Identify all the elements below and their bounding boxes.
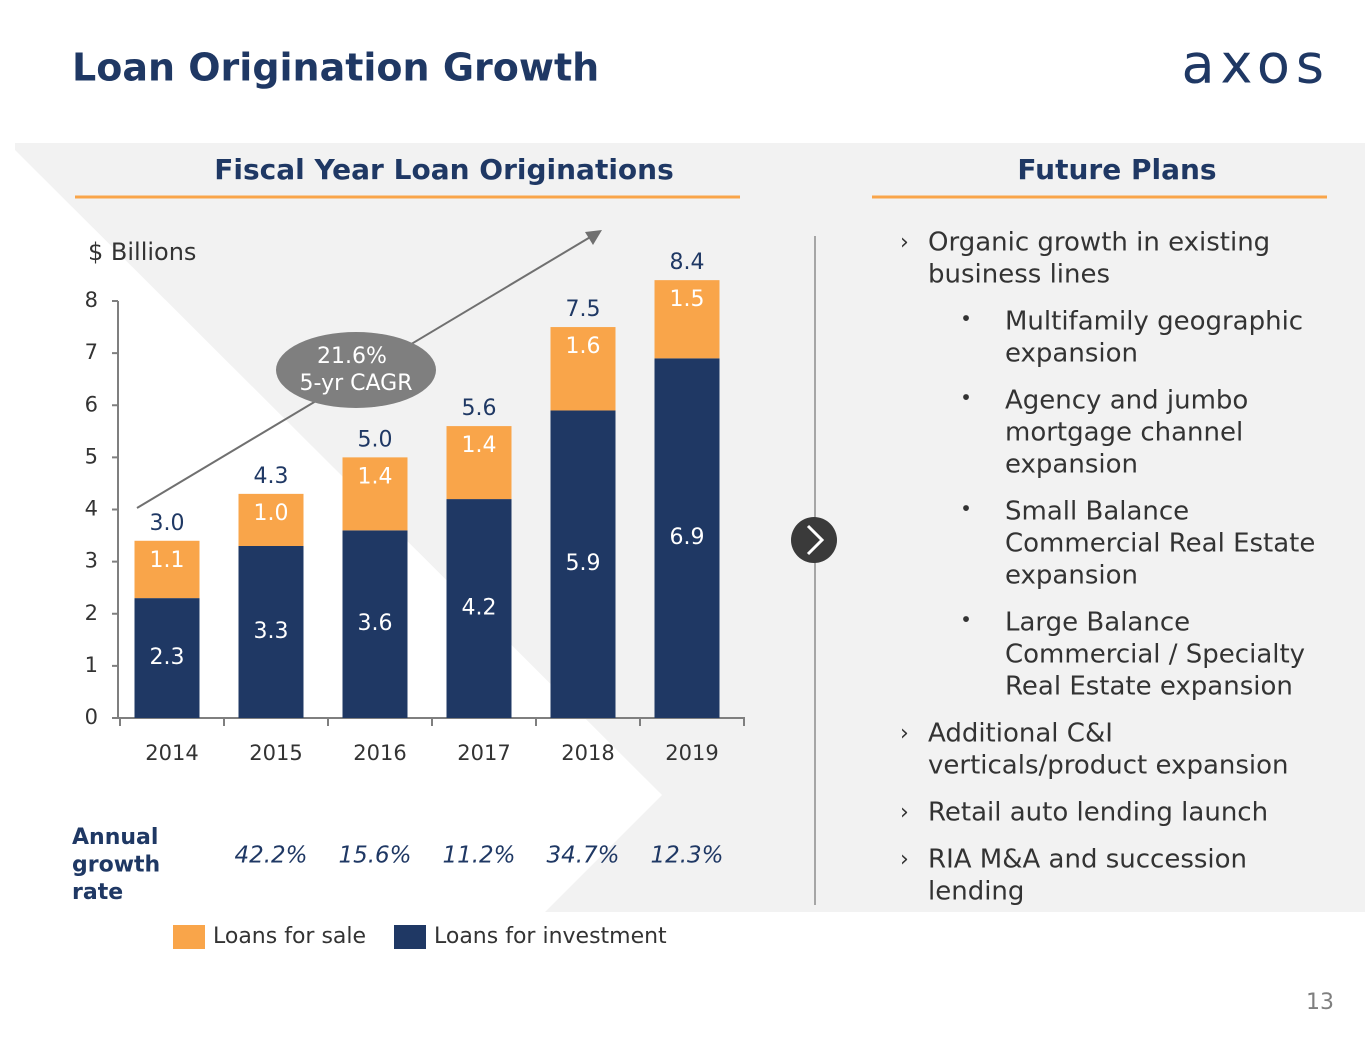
plan-subtext: Multifamily geographic: [1005, 307, 1303, 337]
x-tick-label: 2016: [353, 741, 406, 765]
logo: axos: [1181, 33, 1330, 96]
bar-segment: [550, 327, 616, 411]
plan-text: Additional C&I: [928, 719, 1113, 749]
data-label: 1.1: [150, 548, 185, 573]
bar-segment: [654, 358, 720, 718]
data-label: 2.3: [150, 645, 185, 670]
x-tick-label: 2017: [457, 741, 510, 765]
y-tick-label: 2: [85, 601, 98, 625]
legend-label: Loans for sale: [213, 924, 366, 949]
slide-title: Loan Origination Growth: [72, 46, 599, 90]
plan-text: verticals/product expansion: [928, 751, 1289, 781]
total-label: 5.0: [358, 427, 393, 452]
annotation: 21.6%: [317, 344, 387, 369]
bar-segment: [446, 426, 512, 500]
total-label: 7.5: [566, 297, 601, 322]
bullet: ›: [900, 800, 909, 825]
x-tick-label: 2018: [561, 741, 614, 765]
plan-subtext: Large Balance: [1005, 608, 1190, 638]
data-label: 1.4: [358, 464, 393, 489]
bar-segment: [134, 598, 200, 718]
data-label: 4.2: [462, 596, 497, 621]
chart-title: Fiscal Year Loan Originations: [214, 153, 674, 186]
data-label: 1.0: [254, 501, 289, 526]
growth-label: growth: [72, 853, 160, 878]
bar-segment: [238, 493, 304, 546]
page-number: 13: [1306, 990, 1334, 1015]
bullet: ›: [900, 721, 909, 746]
x-tick-label: 2019: [665, 741, 718, 765]
y-tick-label: 7: [85, 340, 98, 364]
plan-subtext: expansion: [1005, 339, 1138, 369]
data-label: 5.9: [566, 551, 601, 576]
bar-segment: [342, 530, 408, 718]
bar-segment: [134, 540, 200, 599]
plan-subtext: expansion: [1005, 450, 1138, 480]
panel-wedge: [15, 150, 662, 912]
data-label: 6.9: [670, 525, 705, 550]
y-axis-label: $ Billions: [88, 238, 196, 266]
plan-subtext: expansion: [1005, 561, 1138, 591]
bar-segment: [342, 457, 408, 531]
data-label: 1.6: [566, 334, 601, 359]
y-tick-label: 0: [85, 705, 98, 729]
y-tick-label: 8: [85, 288, 98, 312]
growth-label: rate: [72, 880, 123, 905]
bar-segment: [550, 410, 616, 718]
plan-text: RIA M&A and succession: [928, 845, 1247, 875]
bar-segment: [238, 545, 304, 718]
bar-segment: [654, 280, 720, 359]
growth-rate: 12.3%: [650, 843, 723, 869]
growth-rate: 34.7%: [546, 843, 619, 869]
legend-swatch: [173, 925, 205, 949]
plan-subtext: Real Estate expansion: [1005, 672, 1293, 702]
bar-segment: [446, 499, 512, 718]
plan-subtext: Commercial / Specialty: [1005, 640, 1305, 670]
plans-title: Future Plans: [1017, 153, 1216, 186]
plan-text: business lines: [928, 260, 1110, 290]
legend-label: Loans for investment: [434, 924, 667, 949]
data-label: 3.6: [358, 611, 393, 636]
bullet: ›: [900, 230, 909, 255]
plan-subtext: mortgage channel: [1005, 418, 1243, 448]
growth-rate: 15.6%: [338, 843, 411, 869]
sub-bullet: •: [960, 608, 972, 632]
growth-label: Annual: [72, 825, 158, 850]
x-tick-label: 2014: [145, 741, 198, 765]
sub-bullet: •: [960, 497, 972, 521]
legend-swatch: [394, 925, 426, 949]
chevron: [806, 524, 825, 556]
plan-subtext: Small Balance: [1005, 497, 1189, 527]
plan-subtext: Commercial Real Estate: [1005, 529, 1315, 559]
data-label: 3.3: [254, 619, 289, 644]
annotation: 5-yr CAGR: [300, 371, 413, 396]
growth-rate: 42.2%: [234, 843, 307, 869]
plan-subtext: Agency and jumbo: [1005, 386, 1248, 416]
y-tick-label: 5: [85, 444, 98, 468]
plan-text: Organic growth in existing: [928, 228, 1270, 258]
x-tick-label: 2015: [249, 741, 302, 765]
data-label: 1.4: [462, 433, 497, 458]
total-label: 8.4: [670, 250, 705, 275]
total-label: 5.6: [462, 396, 497, 421]
bullet: ›: [900, 847, 909, 872]
y-tick-label: 3: [85, 549, 98, 573]
sub-bullet: •: [960, 386, 972, 410]
arrow-head: [585, 230, 602, 245]
plan-text: lending: [928, 877, 1024, 907]
growth-rate: 11.2%: [442, 843, 515, 869]
sub-bullet: •: [960, 307, 972, 331]
total-label: 3.0: [150, 511, 185, 536]
y-tick-label: 6: [85, 392, 98, 416]
y-tick-label: 1: [85, 653, 98, 677]
data-label: 1.5: [670, 287, 705, 312]
y-tick-label: 4: [85, 497, 98, 521]
chevron-circle: [791, 517, 837, 563]
plan-text: Retail auto lending launch: [928, 798, 1268, 828]
total-label: 4.3: [254, 464, 289, 489]
cagr-bubble: [276, 332, 436, 408]
